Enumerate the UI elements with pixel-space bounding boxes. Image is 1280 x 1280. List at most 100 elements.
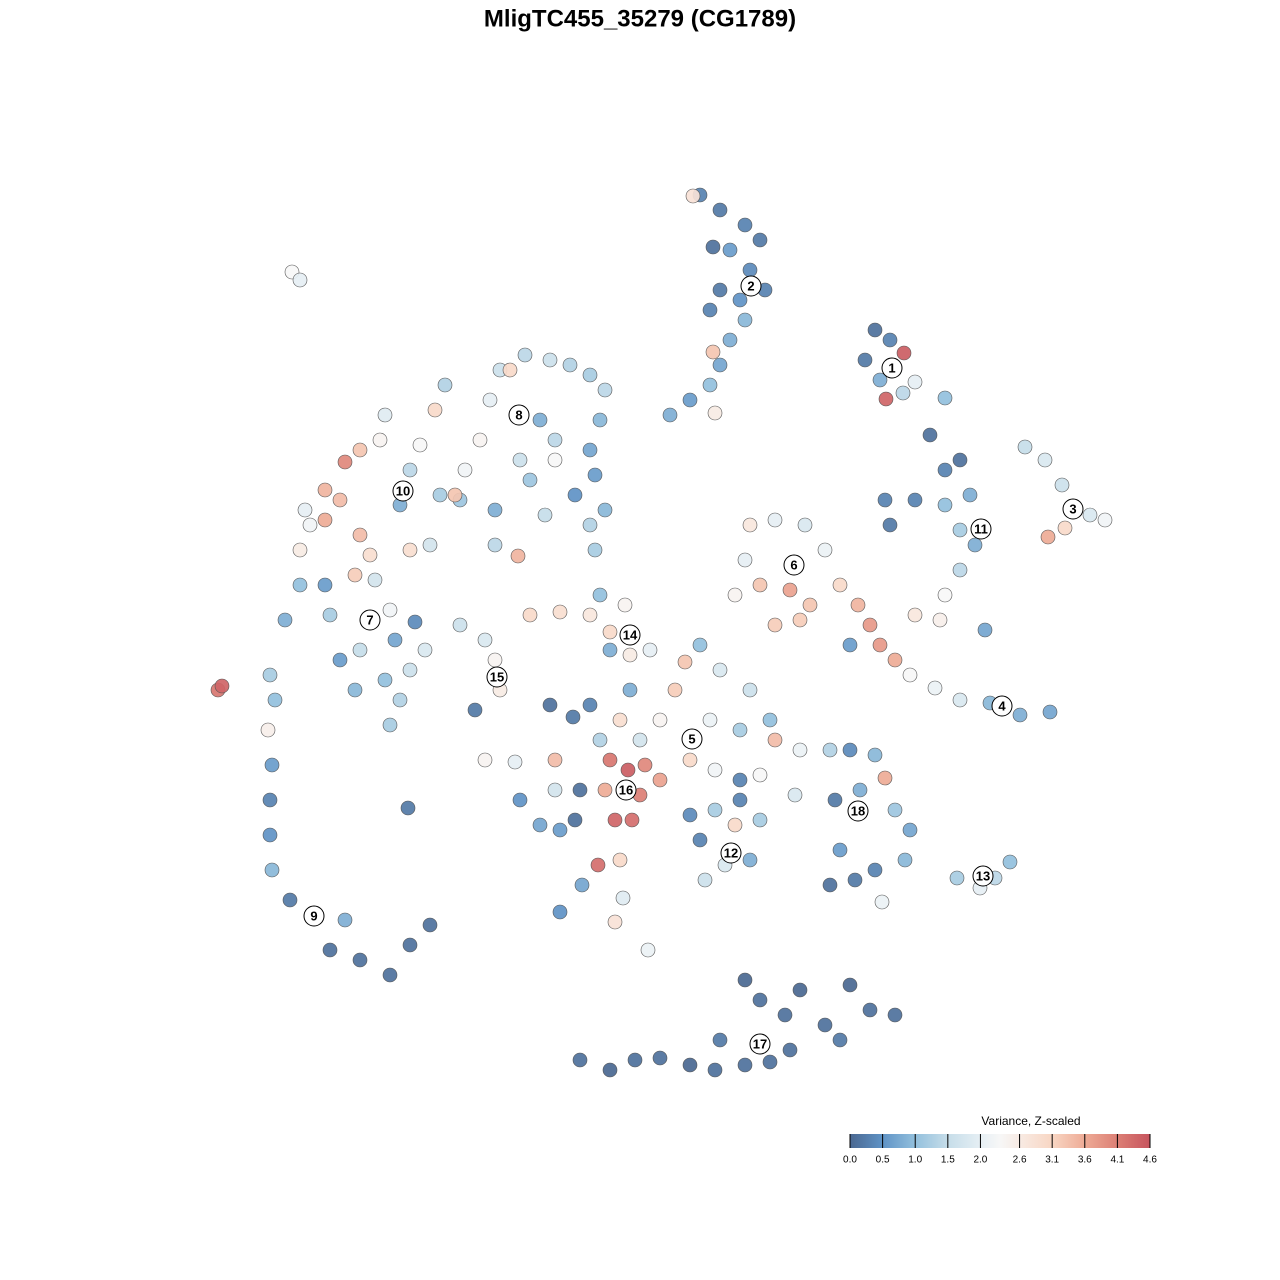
point <box>1040 529 1056 545</box>
point <box>487 537 503 553</box>
point <box>452 617 468 633</box>
point <box>862 1002 878 1018</box>
cluster-label: 10 <box>396 483 410 498</box>
point <box>547 432 563 448</box>
point <box>572 782 588 798</box>
point <box>927 680 943 696</box>
point <box>317 512 333 528</box>
point <box>652 772 668 788</box>
point <box>896 345 912 361</box>
point <box>872 372 888 388</box>
point <box>547 752 563 768</box>
point <box>732 292 748 308</box>
point <box>707 405 723 421</box>
point <box>622 647 638 663</box>
point <box>587 467 603 483</box>
point <box>624 812 640 828</box>
cluster-marker <box>991 695 1013 717</box>
cluster-label: 15 <box>490 669 504 684</box>
point <box>902 822 918 838</box>
point <box>264 862 280 878</box>
point <box>652 712 668 728</box>
colorbar-tick-label: 4.6 <box>1143 1155 1157 1166</box>
point <box>692 637 708 653</box>
point <box>382 967 398 983</box>
point <box>422 537 438 553</box>
point <box>292 577 308 593</box>
point <box>332 492 348 508</box>
cluster-label: 14 <box>623 627 638 642</box>
point <box>702 302 718 318</box>
point <box>817 1017 833 1033</box>
point <box>602 624 618 640</box>
point <box>590 857 606 873</box>
point <box>352 527 368 543</box>
point <box>377 407 393 423</box>
point <box>737 972 753 988</box>
point <box>707 1062 723 1078</box>
point <box>565 709 581 725</box>
cluster-label: 16 <box>619 782 633 797</box>
point <box>352 952 368 968</box>
point <box>412 437 428 453</box>
point <box>622 682 638 698</box>
point <box>952 562 968 578</box>
point <box>592 732 608 748</box>
point <box>777 1007 793 1023</box>
point <box>762 1054 778 1070</box>
point <box>742 517 758 533</box>
point <box>264 757 280 773</box>
point <box>1057 520 1073 536</box>
point <box>887 1007 903 1023</box>
point <box>822 877 838 893</box>
point <box>792 742 808 758</box>
point <box>262 827 278 843</box>
point <box>597 502 613 518</box>
point <box>632 732 648 748</box>
point <box>417 642 433 658</box>
point <box>852 782 868 798</box>
point <box>292 542 308 558</box>
cluster-label: 3 <box>1069 501 1076 516</box>
point <box>402 462 418 478</box>
point <box>867 747 883 763</box>
cluster-marker <box>749 1033 771 1055</box>
point <box>582 607 598 623</box>
cluster-marker <box>508 404 530 426</box>
point <box>767 732 783 748</box>
point <box>510 548 526 564</box>
point <box>842 742 858 758</box>
point <box>512 792 528 808</box>
cluster-label: 13 <box>976 868 990 883</box>
point <box>432 487 448 503</box>
point <box>677 654 693 670</box>
colorbar <box>850 1134 1150 1148</box>
point <box>850 597 866 613</box>
point <box>387 632 403 648</box>
point <box>262 792 278 808</box>
point <box>822 742 838 758</box>
point <box>707 802 723 818</box>
point <box>477 632 493 648</box>
point <box>607 812 623 828</box>
point <box>937 587 953 603</box>
point <box>1042 704 1058 720</box>
point <box>1037 452 1053 468</box>
point <box>1012 707 1028 723</box>
point <box>787 787 803 803</box>
point <box>727 587 743 603</box>
point <box>317 577 333 593</box>
point <box>802 597 818 613</box>
point <box>722 242 738 258</box>
colorbar-tick-label: 0.5 <box>876 1155 890 1166</box>
point <box>587 542 603 558</box>
point <box>402 542 418 558</box>
point <box>277 612 293 628</box>
point <box>832 842 848 858</box>
cluster-label: 11 <box>974 521 988 536</box>
point <box>712 202 728 218</box>
point <box>642 642 658 658</box>
cluster-label: 7 <box>366 612 373 627</box>
point <box>512 452 528 468</box>
point <box>347 567 363 583</box>
